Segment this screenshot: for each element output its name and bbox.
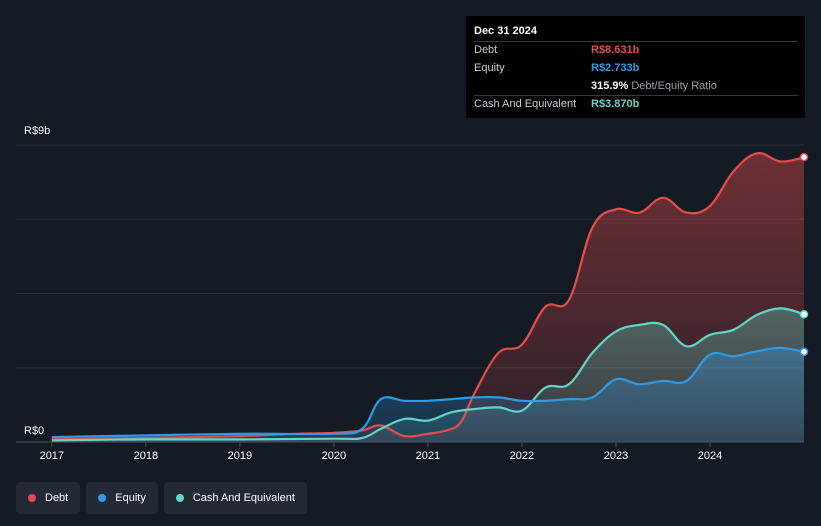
tooltip-value-cash: R$3.870b — [591, 98, 640, 110]
x-tick-label: 2019 — [227, 450, 253, 462]
legend: Debt Equity Cash And Equivalent — [16, 482, 307, 514]
lines — [51, 152, 805, 442]
legend-label: Equity — [115, 492, 146, 504]
end-point-debt — [799, 152, 809, 162]
tooltip-value-debt: R$8.631b — [591, 44, 640, 56]
legend-dot-icon — [175, 494, 184, 502]
areas — [51, 153, 805, 442]
y-tick-label-min: R$0 — [24, 425, 45, 437]
x-tick-label: 2020 — [321, 450, 347, 462]
tooltip-row-ratio: 315.9% Debt/Equity Ratio — [474, 77, 798, 95]
x-tick-label: 2018 — [133, 450, 159, 462]
legend-item-cash[interactable]: Cash And Equivalent — [163, 482, 307, 514]
tooltip-row-debt: Debt R$8.631b — [474, 41, 798, 59]
legend-label: Cash And Equivalent — [192, 492, 295, 504]
area-equity — [51, 347, 805, 442]
line-cash-and-equivalent — [51, 307, 805, 442]
tooltip-label: Cash And Equivalent — [474, 98, 577, 110]
tooltip-row-cash: Cash And Equivalent R$3.870b — [474, 95, 798, 113]
tooltip-ratio-caption: Debt/Equity Ratio — [631, 80, 717, 92]
legend-dot-icon — [28, 494, 36, 502]
tooltip-value-equity: R$2.733b — [591, 62, 640, 74]
legend-item-equity[interactable]: Equity — [86, 482, 158, 514]
legend-dot-icon — [98, 494, 107, 502]
x-tick-label: 2024 — [697, 450, 723, 462]
line-equity — [51, 346, 805, 439]
x-tick-label: 2017 — [39, 450, 65, 462]
tooltip-date: Dec 31 2024 — [474, 25, 537, 37]
legend-label: Debt — [45, 492, 69, 504]
legend-item-debt[interactable]: Debt — [16, 482, 81, 514]
y-tick-label-max: R$9b — [24, 125, 51, 137]
x-tick-label: 2021 — [415, 450, 441, 462]
end-point-equity — [799, 347, 809, 357]
end-point-cash-and-equivalent — [799, 310, 809, 319]
x-tick-label: 2022 — [509, 450, 535, 462]
tooltip-row-equity: Equity R$2.733b — [474, 59, 798, 77]
end-markers — [799, 152, 809, 357]
tooltip-value-ratio: 315.9% — [591, 80, 629, 92]
x-tick-label: 2023 — [603, 450, 629, 462]
tooltip-label: Debt — [474, 44, 498, 56]
data-tooltip: Dec 31 2024 Debt R$8.631b Equity R$2.733… — [466, 16, 805, 118]
tooltip-label — [474, 78, 591, 95]
tooltip-label: Equity — [474, 62, 505, 74]
